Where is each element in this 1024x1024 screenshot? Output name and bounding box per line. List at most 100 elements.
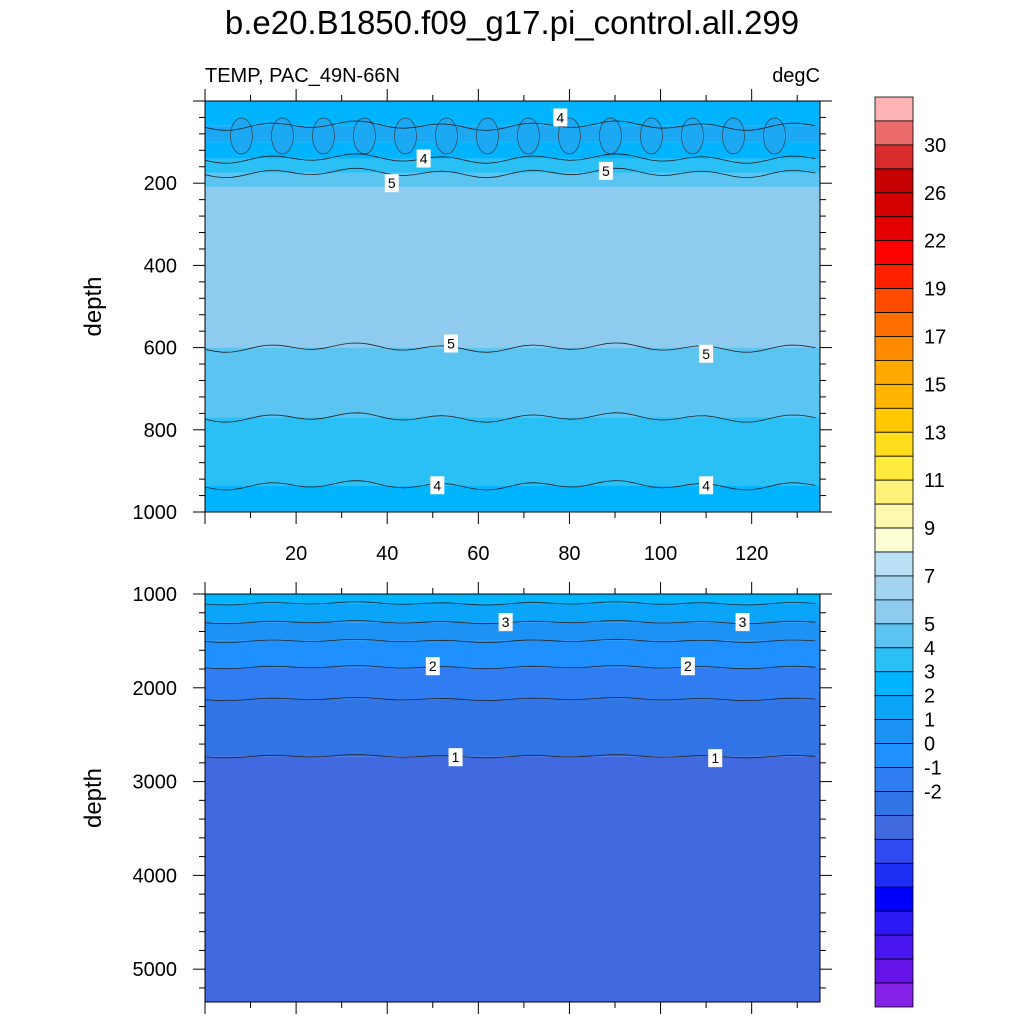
colorbar-swatch-24 bbox=[874, 671, 914, 697]
eddy-patch-10 bbox=[640, 117, 663, 155]
colorbar-swatch-20 bbox=[874, 575, 914, 601]
contour-label-bg bbox=[448, 748, 463, 767]
variable-subtitle: TEMP, PAC_49N-66N bbox=[205, 65, 400, 87]
x-tick-label: 20 bbox=[285, 543, 307, 565]
color-band-6 bbox=[205, 756, 820, 1002]
color-band-0 bbox=[205, 594, 820, 604]
eddy-patch-2 bbox=[312, 117, 335, 155]
contour-label-text: 1 bbox=[452, 749, 460, 765]
colorbar-label: 5 bbox=[924, 614, 935, 636]
colorbar-swatch-0 bbox=[874, 96, 914, 122]
colorbar-swatch-18 bbox=[874, 527, 914, 553]
y-tick-label: 400 bbox=[144, 255, 177, 277]
colorbar-swatch-3 bbox=[874, 168, 914, 194]
y-tick-label: 5000 bbox=[133, 959, 178, 981]
plot-frame bbox=[204, 100, 821, 513]
colorbar-swatch-7 bbox=[874, 264, 914, 289]
colorbar-swatch-6 bbox=[874, 240, 914, 266]
contour-label-text: 3 bbox=[502, 614, 510, 630]
contour-label-bg bbox=[699, 344, 714, 363]
y-tick-label: 2000 bbox=[133, 678, 178, 700]
colorbar-swatch-15 bbox=[874, 455, 914, 481]
color-band-5 bbox=[205, 187, 820, 348]
y-tick-label: 200 bbox=[144, 173, 177, 195]
colorbar-label: 7 bbox=[924, 566, 935, 588]
colorbar-label: 4 bbox=[924, 638, 935, 660]
y-axis-label: depth bbox=[80, 276, 107, 336]
contour-label-6: 4 bbox=[430, 476, 445, 495]
color-band-3 bbox=[205, 158, 820, 173]
contour-label-text: 2 bbox=[429, 658, 437, 674]
color-band-4 bbox=[205, 172, 820, 188]
color-band-0 bbox=[205, 101, 820, 126]
colorbar-swatch-11 bbox=[874, 360, 914, 385]
colorbar-swatch-12 bbox=[874, 383, 914, 409]
colorbar-label: 30 bbox=[924, 135, 946, 157]
x-tick-label: 80 bbox=[558, 543, 580, 565]
contour-line-2 bbox=[204, 638, 816, 643]
eddy-patch-9 bbox=[599, 117, 622, 155]
color-band-6 bbox=[205, 347, 820, 418]
colorbar-swatch-16 bbox=[874, 479, 914, 505]
contour-label-text: 4 bbox=[420, 151, 428, 167]
contour-label-bg bbox=[384, 174, 399, 193]
colorbar-label: -1 bbox=[924, 758, 942, 780]
y-tick-label: 4000 bbox=[133, 865, 178, 887]
y-tick-label: 1000 bbox=[133, 502, 178, 524]
contour-label-bg bbox=[553, 108, 568, 127]
colorbar-swatch-21 bbox=[874, 599, 914, 625]
colorbar-label: 22 bbox=[924, 231, 946, 253]
contour-line-1 bbox=[204, 153, 816, 164]
colorbar-swatch-28 bbox=[874, 767, 914, 792]
chart-title: b.e20.B1850.f09_g17.pi_control.all.299 bbox=[225, 4, 799, 41]
color-band-2 bbox=[205, 622, 820, 641]
colorbar-swatch-8 bbox=[874, 288, 914, 313]
color-band-8 bbox=[205, 485, 820, 512]
colorbar-swatch-9 bbox=[874, 312, 914, 337]
colorbar-swatch-13 bbox=[874, 407, 914, 433]
colorbar-swatch-22 bbox=[874, 623, 914, 649]
contour-label-text: 4 bbox=[556, 109, 564, 125]
color-band-5 bbox=[205, 699, 820, 757]
y-tick-label: 3000 bbox=[133, 772, 178, 794]
colorbar-swatch-14 bbox=[874, 431, 914, 457]
upper-panel: 4 4 5 5 5 5 4 4 200 400 600 800 1000 20 40 60 80 100 120 de… bbox=[80, 89, 832, 565]
colorbar-swatch-27 bbox=[874, 743, 914, 768]
contour-label-bg bbox=[416, 149, 431, 168]
units-subtitle: degC bbox=[772, 65, 820, 87]
colorbar-swatch-35 bbox=[874, 934, 914, 960]
contour-line-5 bbox=[204, 480, 816, 491]
colorbar-swatch-30 bbox=[874, 815, 914, 840]
colorbar-label: 11 bbox=[924, 470, 945, 492]
contour-label-bg bbox=[430, 476, 445, 495]
color-band-1 bbox=[205, 603, 820, 623]
eddy-patch-4 bbox=[394, 117, 417, 155]
contour-label-bg bbox=[708, 749, 723, 768]
contour-line-2 bbox=[204, 167, 816, 179]
x-tick-label: 120 bbox=[735, 543, 768, 565]
contour-label-bg bbox=[735, 613, 750, 632]
colorbar-label: 3 bbox=[924, 662, 935, 684]
y-tick-label: 600 bbox=[144, 338, 177, 360]
colorbar-swatch-37 bbox=[874, 982, 914, 1008]
color-band-4 bbox=[205, 667, 820, 700]
colorbar-swatch-5 bbox=[874, 216, 914, 242]
x-tick-label: 100 bbox=[644, 543, 677, 565]
contour-label-3: 5 bbox=[384, 174, 399, 193]
colorbar-swatch-34 bbox=[874, 910, 914, 936]
contour-label-7: 4 bbox=[699, 476, 714, 495]
contour-label-text: 5 bbox=[702, 346, 710, 362]
contour-label-text: 3 bbox=[739, 614, 747, 630]
colorbar-swatch-29 bbox=[874, 791, 914, 816]
contour-label-bg bbox=[498, 613, 513, 632]
x-tick-label: 40 bbox=[376, 543, 398, 565]
contour-line-0 bbox=[204, 120, 816, 131]
colorbar-label: 2 bbox=[924, 686, 935, 708]
x-tick-label: 60 bbox=[467, 543, 489, 565]
eddy-patch-1 bbox=[271, 117, 294, 155]
colorbar-swatch-31 bbox=[874, 838, 914, 864]
contour-label-bg bbox=[680, 657, 695, 676]
y-tick-label: 800 bbox=[144, 420, 177, 442]
eddy-patch-12 bbox=[722, 117, 745, 155]
